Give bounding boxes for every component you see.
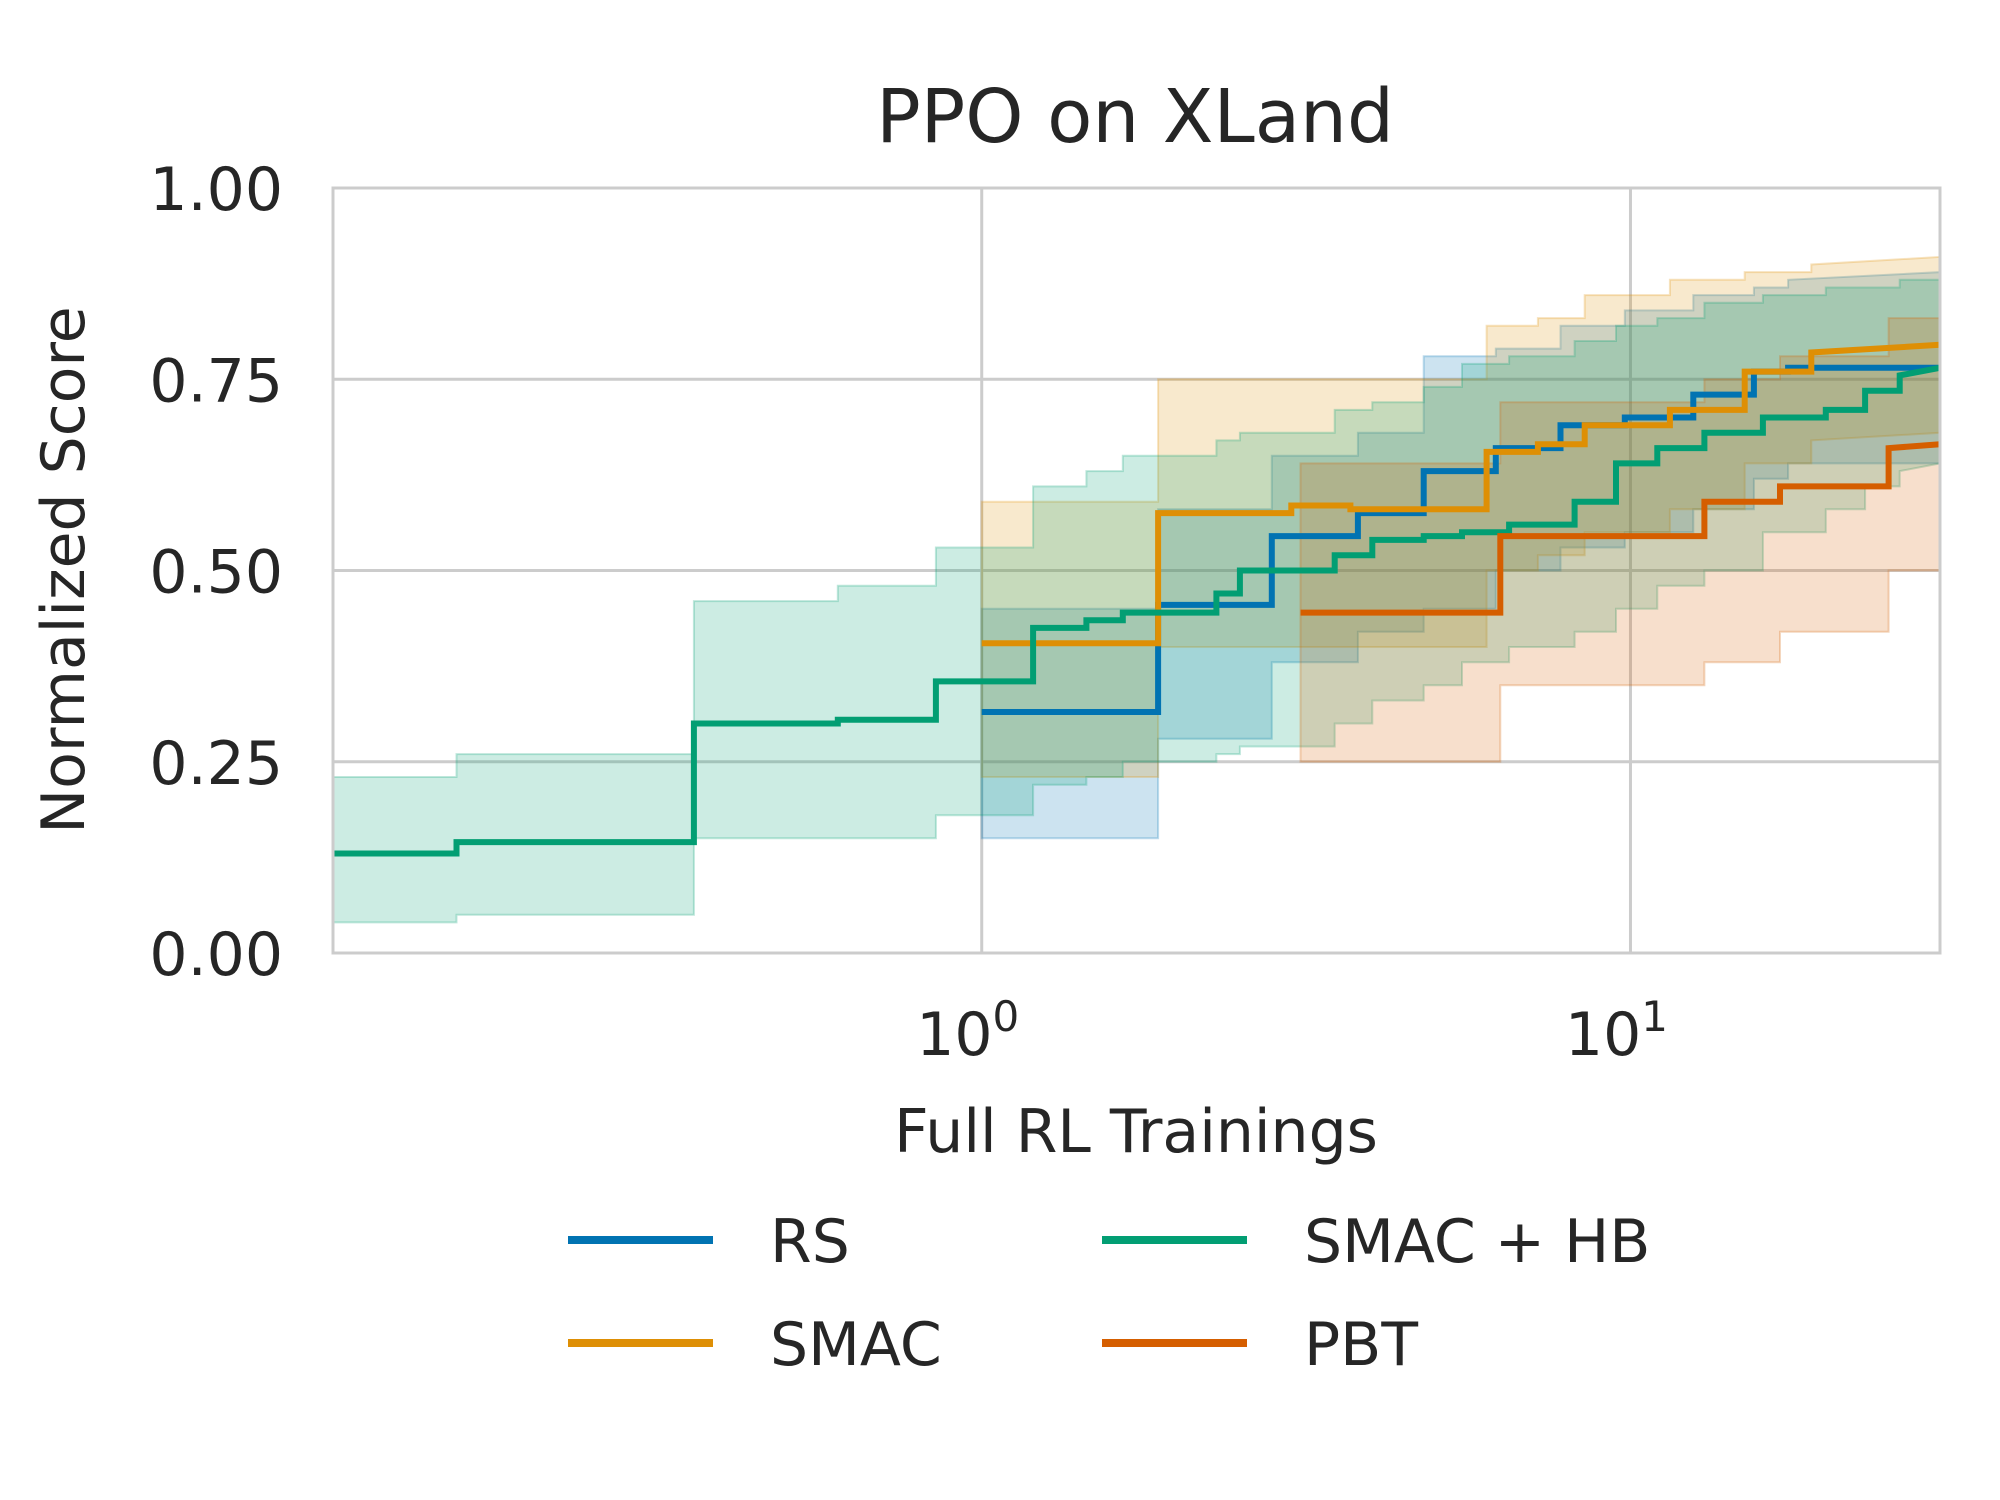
confidence-bands [332,255,1941,924]
series-lines [333,341,1941,857]
legend-label-pbt: PBT [1304,1310,1418,1380]
line-pbt [1300,441,1941,616]
x-tick-labels: 100 101 [916,992,1668,1070]
y-tick-label-0: 0.00 [149,920,283,990]
y-tick-label-4: 1.00 [149,155,283,225]
legend-label-smac: SMAC [770,1310,942,1380]
y-tick-labels: 0.00 0.25 0.50 0.75 1.00 [149,155,283,990]
line-smac [981,341,1941,647]
y-tick-label-3: 0.75 [149,346,283,416]
x-tick-label-0: 100 [916,992,1019,1070]
y-axis-label: Normalized Score [29,306,99,833]
line-smac-hb [333,364,1941,857]
x-tick-label-1: 101 [1565,992,1668,1070]
x-axis-label: Full RL Trainings [894,1097,1378,1167]
legend-label-smac-hb: SMAC + HB [1304,1207,1650,1277]
legend-label-rs: RS [770,1207,850,1277]
legend: RS SMAC SMAC + HB PBT [568,1207,1650,1380]
y-tick-label-1: 0.25 [149,729,283,799]
plot-frame [331,186,1942,955]
y-tick-label-2: 0.50 [149,538,283,608]
chart-title: PPO on XLand [876,74,1394,160]
